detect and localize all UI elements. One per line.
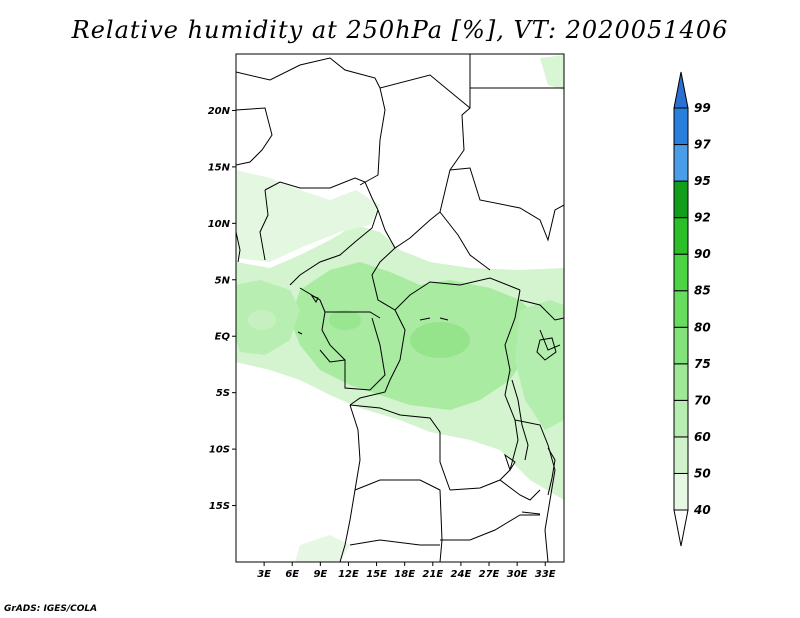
border-line [236, 231, 241, 263]
lon-tick-label: 24E [451, 569, 472, 580]
colorbar-bin [673, 180, 689, 219]
lon-tick-label: 3E [257, 569, 271, 580]
border-line [519, 299, 564, 321]
border-line [440, 514, 540, 541]
border-line [511, 379, 529, 461]
border-line [236, 57, 381, 89]
lon-tick-label: 21E [422, 569, 443, 580]
map-title: Relative humidity at 250hPa [%], VT: 202… [71, 16, 729, 44]
border-line [339, 404, 361, 562]
colorbar-under-triangle [673, 509, 689, 547]
lat-tick-label: 5S [216, 388, 230, 399]
border-line [547, 447, 556, 496]
humidity-patch-north [236, 170, 380, 262]
border-line [521, 511, 541, 515]
humidity-field [236, 55, 564, 562]
lat-tick-label: EQ [215, 332, 231, 343]
colorbar-label: 50 [694, 466, 711, 480]
border-line [539, 329, 561, 351]
colorbar-label: 92 [694, 211, 711, 225]
map-frame [235, 53, 565, 563]
lon-tick-label: 6E [285, 569, 299, 580]
colorbar-bin [673, 326, 689, 365]
colorbar-over-triangle [673, 71, 689, 109]
colorbar-label: 97 [694, 138, 711, 152]
humidity-patch-b [329, 310, 361, 330]
humidity-patch-a [410, 322, 470, 358]
lat-tick-label: 10S [209, 445, 230, 456]
lon-tick-label: 33E [535, 569, 556, 580]
colorbar-label: 85 [694, 284, 711, 298]
lat-tick-label: 15S [209, 501, 230, 512]
credit-text: GrADS: IGES/COLA [4, 604, 98, 614]
lat-tick-label: 10N [208, 219, 231, 230]
border-line [289, 209, 379, 286]
border-line [449, 167, 564, 242]
border-line [377, 169, 451, 249]
lat-tick-label: 5N [215, 275, 231, 286]
colorbar-bin [673, 217, 689, 255]
colorbar-bin [673, 107, 689, 146]
colorbar-bin [673, 472, 689, 511]
border-line [236, 107, 273, 166]
longitude-axis: 3E 6E 9E 12E 15E 18E 21E 24E 27E 30E 33E [257, 562, 556, 580]
colorbar-bin [673, 253, 689, 292]
border-line [259, 189, 269, 261]
latitude-axis: 20N 15N 10N 5N EQ 5S 10S 15S [208, 106, 236, 512]
lon-tick-label: 15E [366, 569, 387, 580]
border-line [439, 211, 491, 271]
border-line [449, 479, 541, 501]
colorbar-label: 90 [694, 247, 711, 261]
colorbar-label: 60 [694, 430, 711, 444]
border-line [395, 479, 443, 562]
colorbar: 40 50 60 70 75 80 85 90 92 95 97 99 [673, 71, 711, 547]
border-line [514, 419, 556, 562]
country-borders [236, 54, 564, 562]
lat-tick-label: 20N [208, 106, 231, 117]
border-line [354, 479, 395, 491]
lon-tick-label: 9E [313, 569, 327, 580]
colorbar-label: 99 [694, 101, 711, 115]
border-line [536, 337, 557, 361]
lon-tick-label: 30E [507, 569, 528, 580]
humidity-patch-ne [540, 55, 564, 90]
colorbar-bin [673, 290, 689, 328]
colorbar-label: 80 [694, 320, 711, 334]
humidity-core-east [515, 300, 564, 430]
lon-tick-label: 12E [338, 569, 359, 580]
colorbar-label: 75 [694, 357, 711, 371]
humidity-patch-c [248, 310, 276, 330]
border-line [419, 317, 449, 321]
colorbar-label: 95 [694, 174, 711, 188]
border-line [349, 539, 440, 546]
border-line [310, 295, 319, 303]
colorbar-bin [673, 144, 689, 182]
colorbar-label: 70 [694, 393, 711, 407]
colorbar-bin [673, 436, 689, 474]
border-line [297, 331, 303, 335]
colorbar-bin [673, 363, 689, 401]
border-line [371, 247, 521, 311]
border-line [379, 74, 471, 109]
border-line [349, 404, 451, 491]
lat-tick-label: 15N [208, 162, 231, 173]
humidity-patch-south [295, 535, 350, 562]
border-line [449, 54, 471, 171]
colorbar-label: 40 [693, 503, 711, 517]
border-line [504, 453, 516, 472]
border-line [349, 309, 406, 406]
border-line [359, 87, 386, 186]
border-line [319, 349, 346, 363]
border-line [264, 177, 379, 211]
lon-tick-label: 27E [479, 569, 500, 580]
lon-tick-label: 18E [394, 569, 415, 580]
border-line [321, 311, 331, 346]
colorbar-bin [673, 399, 689, 438]
